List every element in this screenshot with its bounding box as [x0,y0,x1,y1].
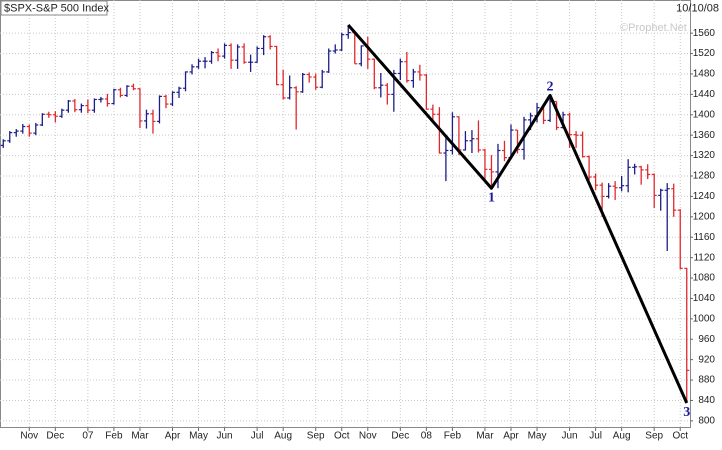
y-tick-label: 1120 [693,252,715,263]
wave-label: 1 [488,190,495,205]
y-tick-label: 1520 [693,48,716,59]
y-tick-label: 960 [698,334,715,345]
y-tick-label: 1040 [693,293,716,304]
x-tick-label: 07 [82,431,94,442]
wave-line [347,24,689,404]
y-tick-label: 1280 [693,171,716,182]
y-tick-label: 1360 [693,130,716,141]
x-tick-label: Nov [359,431,377,442]
x-tick-label: Jun [217,431,233,442]
x-tick-label: Mar [131,431,149,442]
watermark: ©Prophet.Net [620,22,687,34]
x-tick-label: Sep [307,431,325,442]
x-tick-label: May [189,431,208,442]
y-tick-label: 1160 [693,232,715,243]
x-tick-label: Apr [165,431,181,442]
bars [0,24,690,401]
plot-area [0,0,691,428]
y-tick-label: 880 [698,375,715,386]
x-tick-label: May [528,431,547,442]
x-tick-label: Dec [391,431,409,442]
y-tick-label: 1200 [693,211,716,222]
y-tick-label: 920 [698,354,715,365]
x-tick-label: 08 [421,431,433,442]
x-tick-label: Dec [46,431,64,442]
x-tick-label: Jul [589,431,602,442]
x-tick-label: Apr [503,431,519,442]
wave-label: 2 [547,80,554,95]
y-tick-label: 1400 [693,109,716,120]
y-tick-label: 1320 [693,150,716,161]
y-tick-label: 840 [698,395,715,406]
x-tick-label: Oct [672,431,688,442]
chart-date: 10/10/08 [676,2,719,14]
y-tick-label: 1000 [693,313,716,324]
chart-title: $SPX-S&P 500 Index [4,2,109,14]
x-tick-label: Feb [444,431,462,442]
grid [0,0,690,428]
y-tick-label: 800 [698,415,715,426]
x-tick-label: Jul [251,431,264,442]
wave: 1 2 3 [347,24,690,420]
x-tick-label: Mar [476,431,494,442]
y-tick-label: 1440 [693,89,716,100]
x-tick-label: Oct [334,431,350,442]
x-tick-label: Aug [274,431,292,442]
y-tick-label: 1560 [693,28,716,39]
y-tick-label: 1480 [693,69,716,80]
title-box [0,0,108,16]
x-tick-label: Sep [645,431,663,442]
wave-label: 3 [683,405,690,420]
y-tick-label: 1240 [693,191,716,202]
x-tick-label: Jun [562,431,578,442]
x-tick-label: Nov [20,431,38,442]
y-tick-label: 1080 [693,273,716,284]
x-tick-label: Aug [613,431,631,442]
x-tick-label: Feb [105,431,123,442]
